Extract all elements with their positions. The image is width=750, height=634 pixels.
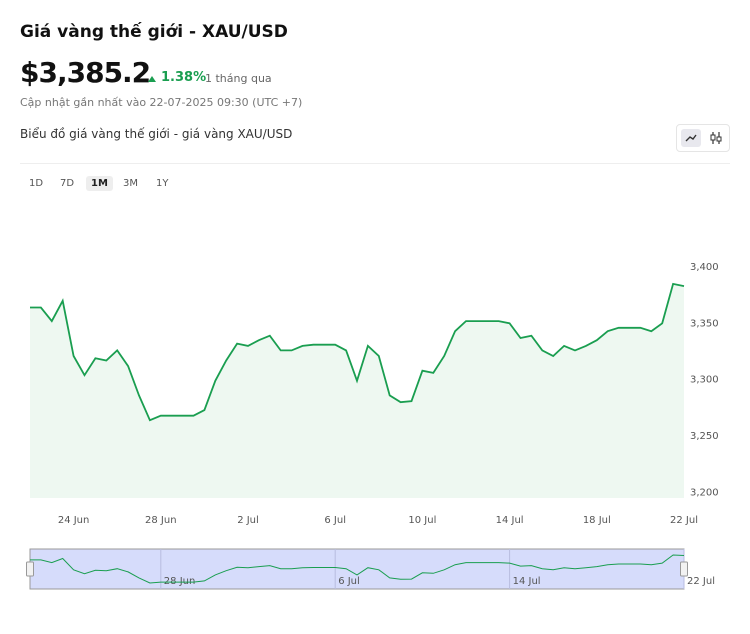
candle-icon[interactable] [706, 129, 726, 147]
range-button[interactable]: 1Y [156, 178, 169, 189]
range-button[interactable]: 1D [29, 178, 44, 189]
divider [20, 163, 730, 164]
line-icon [685, 134, 697, 142]
x-tick-label: 10 Jul [408, 515, 436, 526]
x-tick-label: 18 Jul [583, 515, 611, 526]
navigator-line [30, 554, 685, 584]
navigator-handle [26, 561, 34, 577]
price: $3,385.2 [20, 56, 151, 89]
view-toggle[interactable] [676, 124, 730, 152]
range-button[interactable]: 7D [60, 178, 75, 189]
y-tick-label: 3,200 [690, 487, 719, 498]
y-tick-label: 3,350 [690, 318, 719, 329]
up-arrow [148, 76, 156, 82]
range-button[interactable]: 1M [86, 176, 113, 191]
navigator-label: 14 Jul [513, 576, 541, 587]
period: 1 tháng qua [205, 72, 272, 85]
navigator-label: 6 Jul [338, 576, 360, 587]
title: Giá vàng thế giới - XAU/USD [20, 22, 288, 42]
x-tick-label: 28 Jun [145, 515, 177, 526]
line [30, 282, 685, 422]
x-tick-label: 14 Jul [496, 515, 524, 526]
area [30, 283, 684, 498]
line-view[interactable] [681, 129, 701, 147]
x-tick-label: 2 Jul [237, 515, 259, 526]
navigator-label: 28 Jun [164, 576, 196, 587]
navigator-label: 22 Jul [687, 576, 715, 587]
y-tick-label: 3,250 [690, 431, 719, 442]
change: 1.38% [161, 70, 207, 85]
chart-title: Biểu đồ giá vàng thế giới - giá vàng XAU… [20, 127, 293, 141]
x-tick-label: 6 Jul [324, 515, 346, 526]
x-tick-label: 24 Jun [58, 515, 90, 526]
y-tick-label: 3,400 [690, 262, 719, 273]
y-tick-label: 3,300 [690, 375, 719, 386]
navigator-handle [680, 561, 688, 577]
range-button[interactable]: 3M [123, 178, 138, 189]
x-tick-label: 22 Jul [670, 515, 698, 526]
updated: Cập nhật gần nhất vào 22-07-2025 09:30 (… [20, 96, 303, 109]
